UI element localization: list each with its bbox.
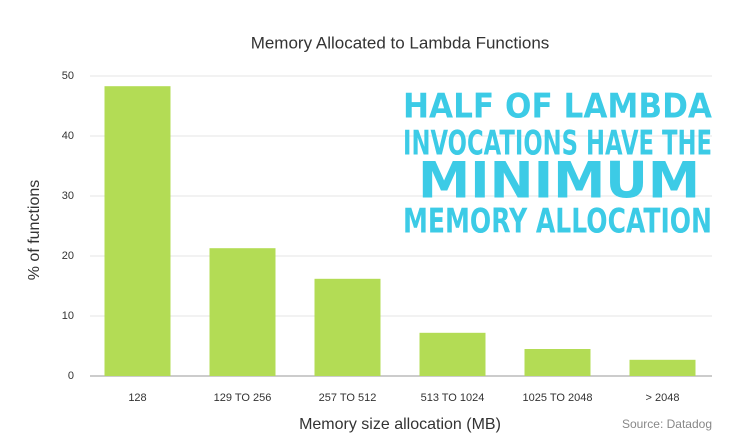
x-tick-label: 128	[128, 392, 146, 404]
y-tick-label: 20	[62, 250, 74, 262]
x-tick-label: > 2048	[646, 392, 680, 404]
bar	[314, 278, 381, 376]
y-axis-label: % of functions	[26, 180, 43, 281]
x-axis-label: Memory size allocation (MB)	[299, 416, 501, 433]
bar	[419, 332, 486, 376]
annotation-line: MEMORY ALLOCATION	[403, 202, 712, 242]
y-tick-label: 50	[62, 70, 74, 82]
y-tick-label: 30	[62, 190, 74, 202]
bar	[209, 248, 276, 376]
x-tick-label: 513 TO 1024	[421, 392, 485, 404]
y-tick-label: 0	[68, 370, 74, 382]
source-note: Source: Datadog	[622, 417, 712, 431]
y-tick-label: 10	[62, 310, 74, 322]
x-tick-label: 129 TO 256	[214, 392, 272, 404]
y-tick-label: 40	[62, 130, 74, 142]
annotation-line: INVOCATIONS HAVE THE	[403, 124, 712, 164]
bar	[104, 86, 171, 376]
bar	[629, 359, 696, 376]
annotation-line: MINIMUM	[418, 152, 700, 210]
chart-title: Memory Allocated to Lambda Functions	[251, 33, 550, 52]
x-tick-label: 257 TO 512	[319, 392, 377, 404]
x-tick-label: 1025 TO 2048	[523, 392, 593, 404]
bar	[524, 349, 591, 376]
annotation-line: HALF OF LAMBDA	[403, 87, 713, 127]
